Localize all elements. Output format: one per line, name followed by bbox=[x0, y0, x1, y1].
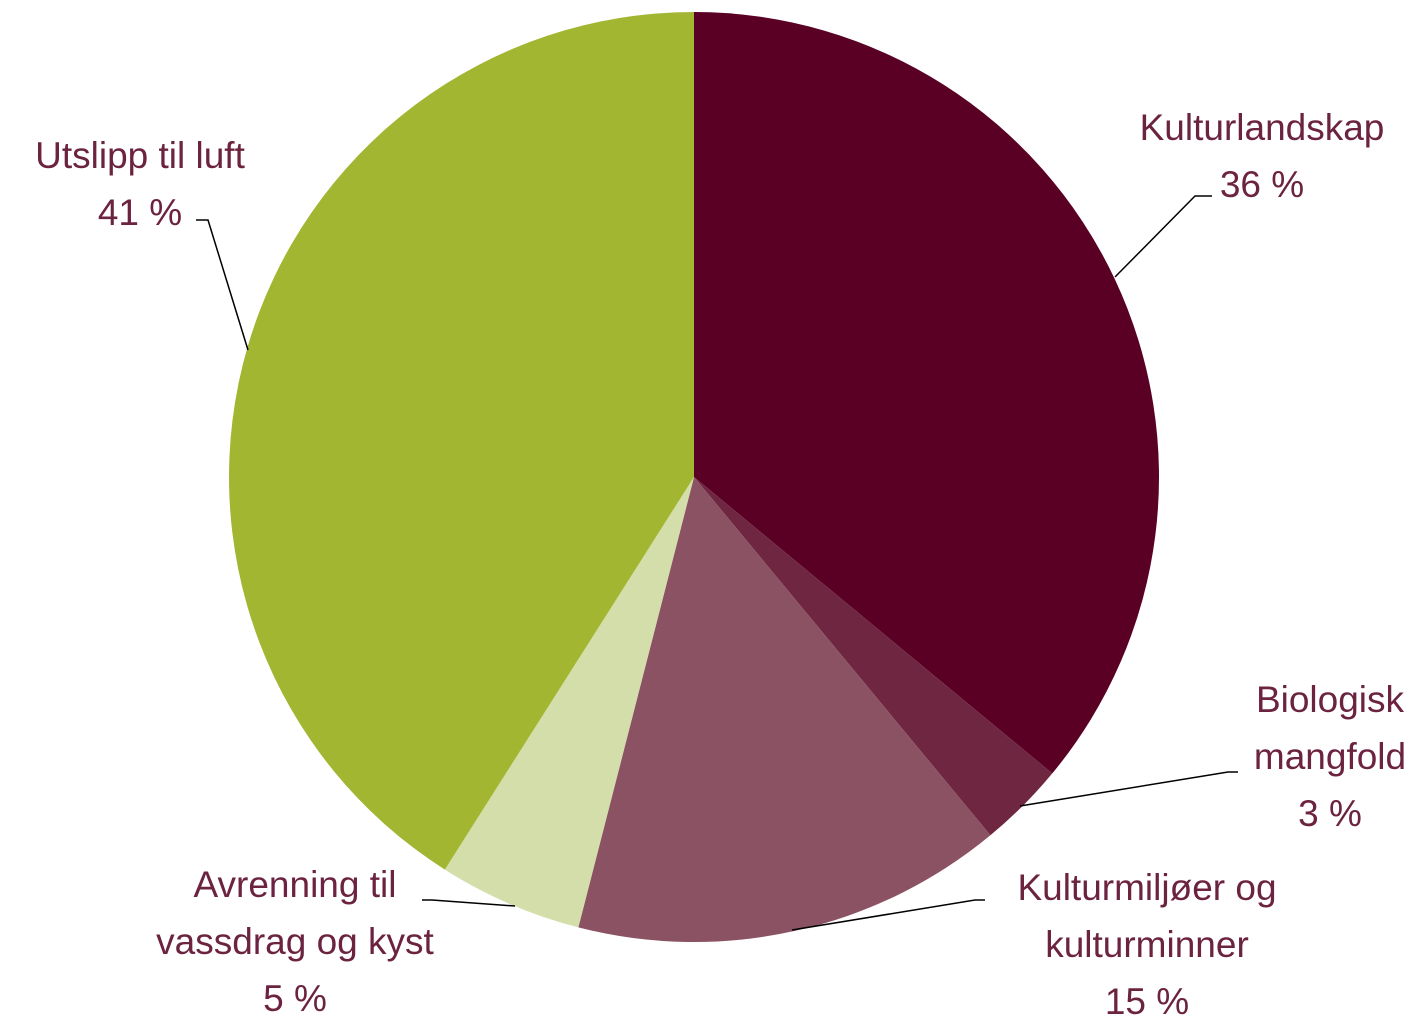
value-label: 3 % bbox=[1298, 793, 1362, 834]
value-label: 41 % bbox=[98, 192, 182, 233]
chart: Kulturlandskap 36 % Biologiskmangfold 3 % Ku… bbox=[0, 0, 1424, 1022]
leader-line bbox=[1020, 772, 1238, 806]
slice-label: Kulturlandskap bbox=[1140, 107, 1385, 148]
leader-line bbox=[1115, 196, 1212, 277]
leader-line bbox=[196, 220, 248, 350]
leader-line bbox=[422, 900, 515, 906]
value-label: 5 % bbox=[263, 978, 327, 1019]
page: {"chart_data": {"type": "pie", "categori… bbox=[0, 0, 1424, 1022]
value-label: 36 % bbox=[1220, 164, 1304, 205]
slice-label: Utslipp til luft bbox=[35, 135, 245, 176]
value-label: 15 % bbox=[1105, 981, 1189, 1022]
